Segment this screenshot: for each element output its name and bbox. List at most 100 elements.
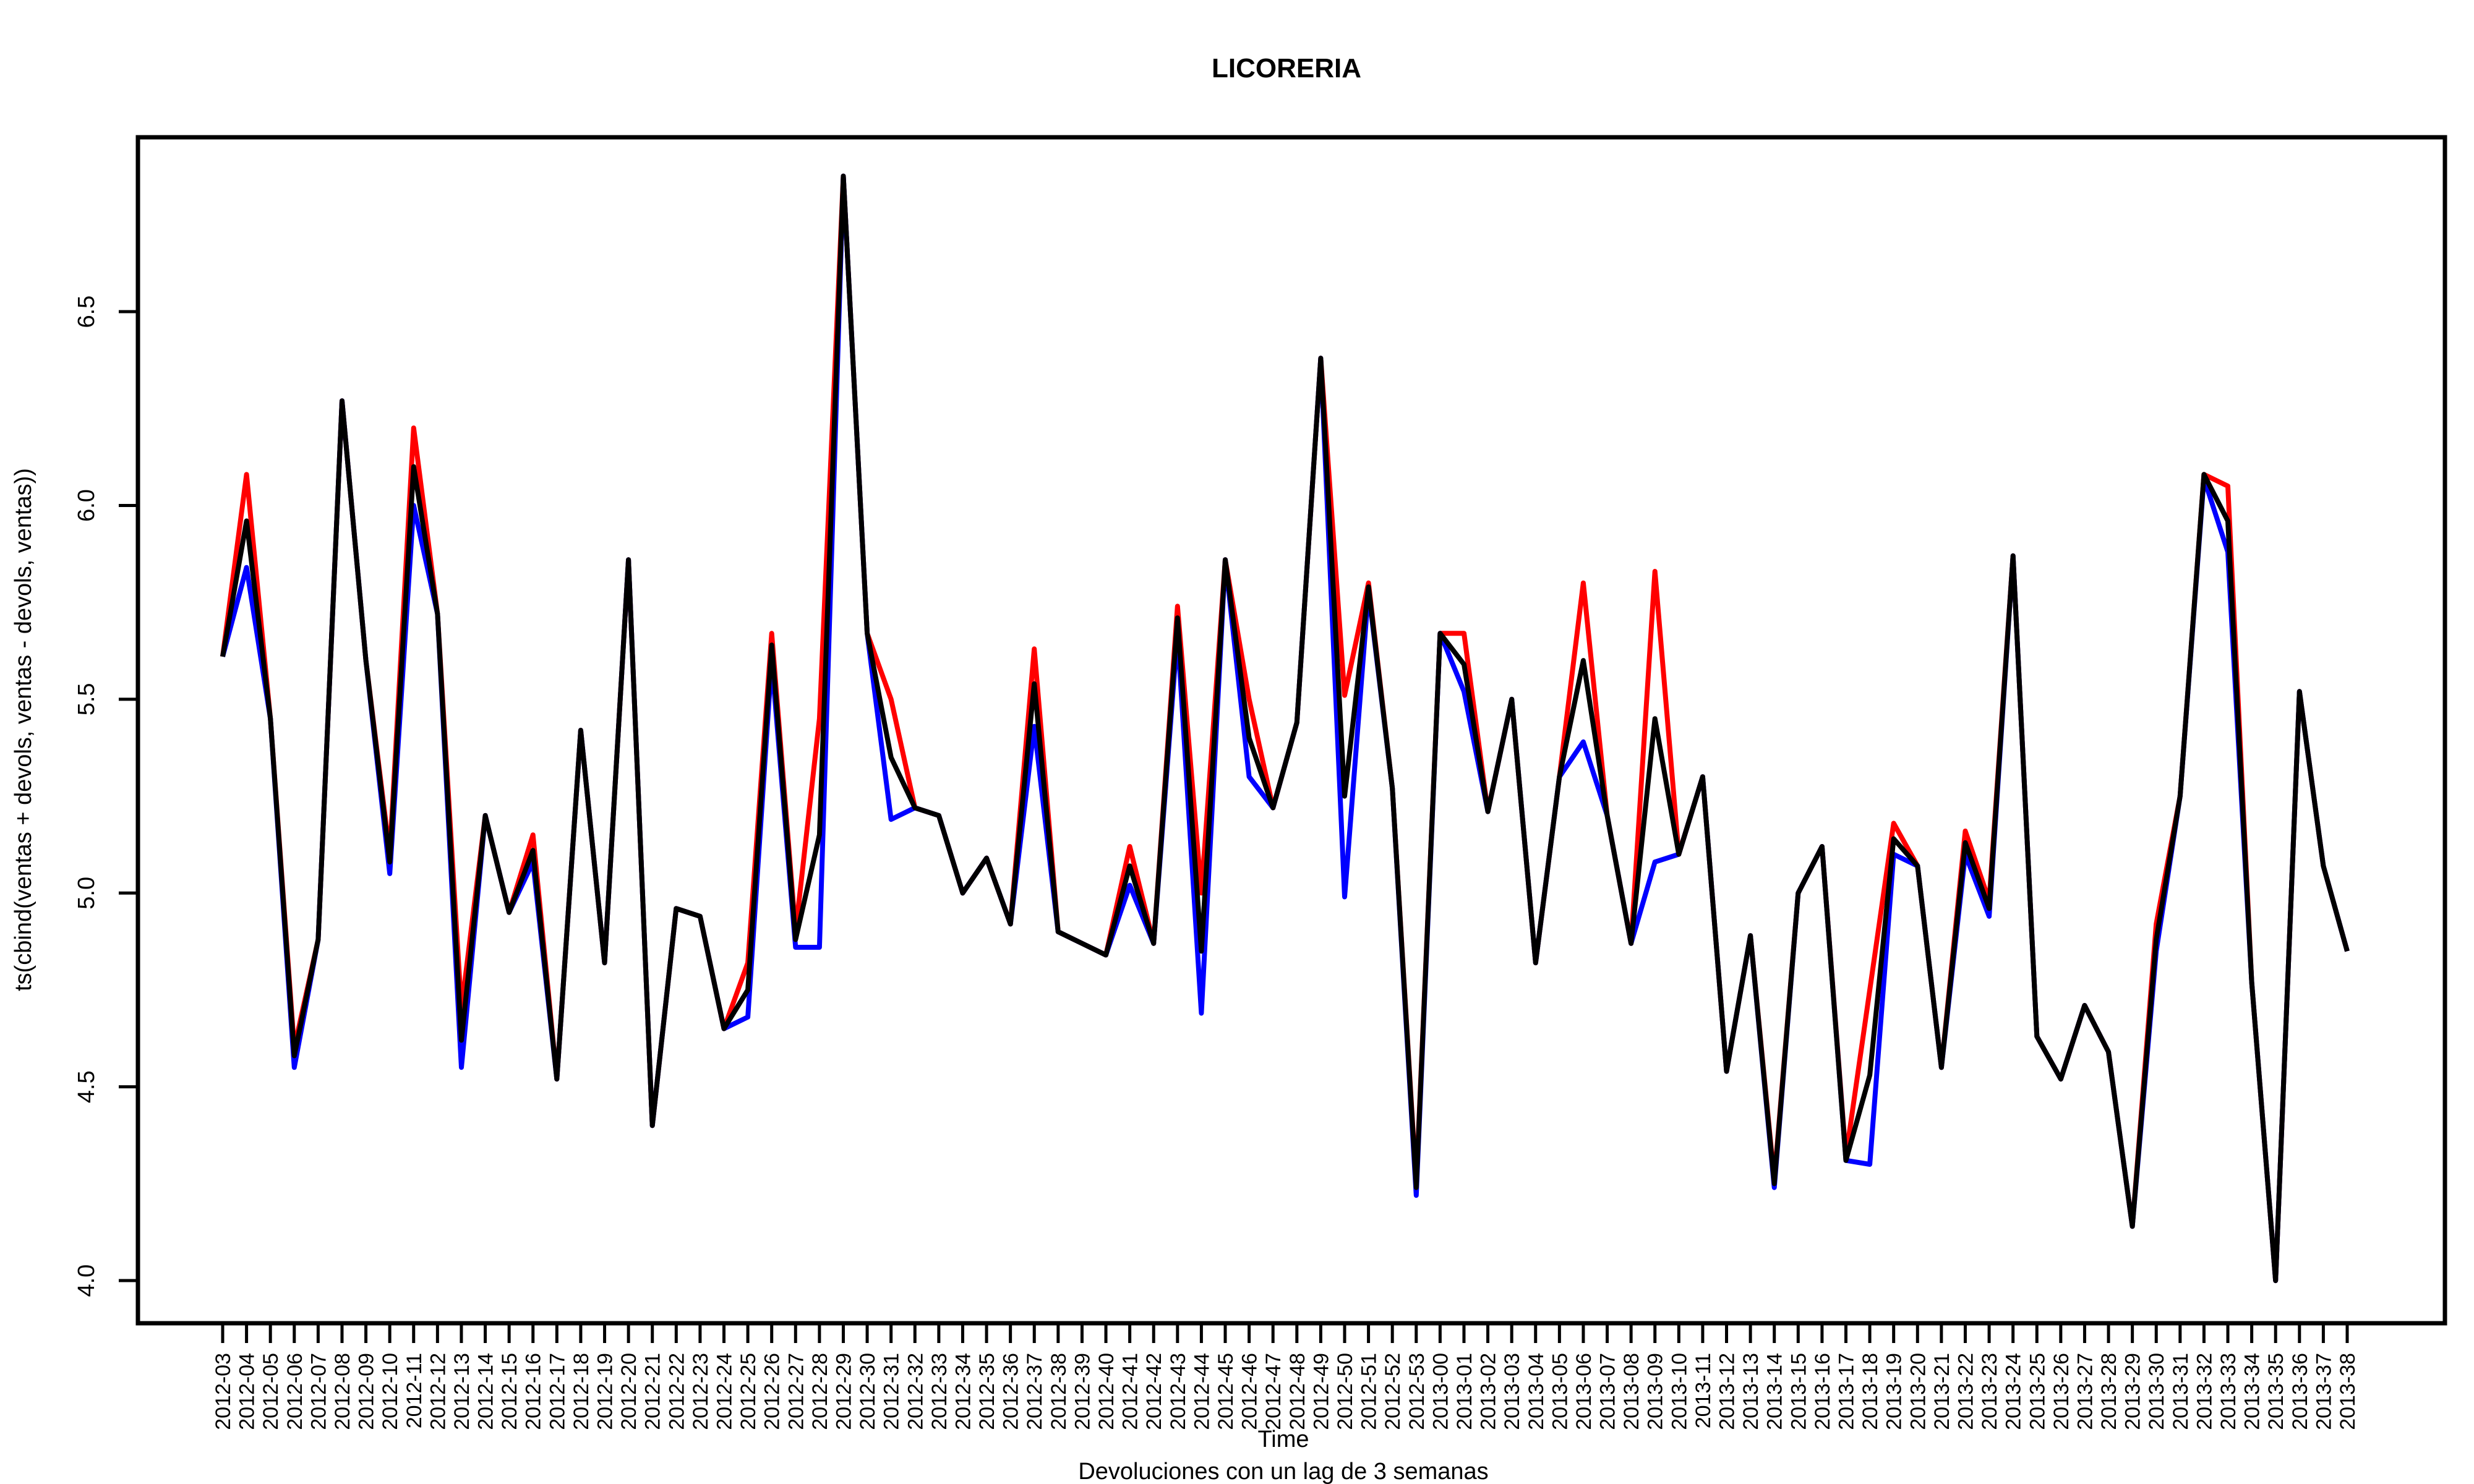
chart-subtitle: Devoluciones con un lag de 3 semanas (1078, 1459, 1488, 1484)
data-point (1821, 846, 1822, 847)
data-point (2347, 951, 2348, 952)
x-tick-label: 2013-37 (2312, 1353, 2335, 1430)
x-tick-label: 2013-34 (2241, 1353, 2264, 1430)
x-tick-label: 2013-28 (2097, 1353, 2121, 1430)
x-tick-label: 2013-16 (1811, 1353, 1834, 1430)
x-tick-label: 2013-15 (1787, 1353, 1810, 1430)
x-tick-label: 2012-11 (403, 1353, 426, 1428)
series-2 (220, 173, 2350, 1284)
data-point (580, 730, 581, 731)
data-point (867, 633, 868, 634)
data-point (509, 912, 510, 913)
data-point (1034, 726, 1035, 727)
data-point (1392, 788, 1393, 789)
x-tick-label: 2013-05 (1548, 1353, 1572, 1430)
x-tick-label: 2012-10 (379, 1353, 402, 1430)
x-tick-label: 2012-03 (212, 1353, 235, 1430)
x-tick-label: 2012-26 (761, 1353, 784, 1430)
x-tick-label: 2012-47 (1262, 1353, 1285, 1430)
x-tick-label: 2013-14 (1763, 1353, 1787, 1430)
x-tick-label: 2012-19 (594, 1353, 617, 1430)
x-tick-label: 2012-23 (689, 1353, 713, 1430)
x-tick-label: 2013-35 (2264, 1353, 2288, 1430)
x-tick-label: 2013-21 (1930, 1353, 1954, 1430)
x-tick-label: 2012-33 (928, 1353, 951, 1430)
x-tick-label: 2012-06 (283, 1353, 307, 1430)
x-tick-label: 2012-52 (1381, 1353, 1405, 1430)
x-tick-label: 2013-02 (1477, 1353, 1500, 1430)
x-tick-label: 2013-31 (2169, 1353, 2193, 1430)
data-point (1487, 811, 1488, 812)
x-tick-label: 2013-17 (1835, 1353, 1859, 1430)
x-axis-label: Time (1257, 1426, 1309, 1452)
data-point (1296, 722, 1297, 723)
data-point (771, 633, 772, 634)
data-point (771, 645, 772, 646)
data-point (1965, 842, 1966, 843)
x-tick-label: 2013-26 (2050, 1353, 2073, 1430)
chart-title: LICORERIA (1212, 53, 1361, 83)
data-point (246, 474, 247, 475)
data-point (676, 908, 677, 909)
x-tick-label: 2012-41 (1119, 1353, 1142, 1430)
x-tick-label: 2012-51 (1358, 1353, 1381, 1430)
data-point (795, 947, 796, 948)
x-tick-label: 2012-07 (307, 1353, 330, 1430)
plot-frame (135, 135, 2447, 1326)
x-tick-label: 2012-14 (474, 1353, 498, 1430)
x-tick-label: 2012-04 (236, 1353, 259, 1430)
y-tick-label: 5.0 (74, 877, 100, 910)
y-tick-label: 4.0 (74, 1264, 100, 1297)
data-point (461, 1040, 462, 1041)
data-point (1654, 862, 1655, 863)
x-tick-label: 2013-10 (1667, 1353, 1691, 1430)
data-point (413, 466, 414, 467)
x-tick-label: 2012-17 (546, 1353, 569, 1430)
x-tick-label: 2013-09 (1644, 1353, 1667, 1430)
x-tick-label: 2013-20 (1906, 1353, 1930, 1430)
data-point (1464, 664, 1465, 665)
data-point (2251, 982, 2252, 983)
x-tick-label: 2012-21 (641, 1353, 665, 1430)
x-tick-label: 2013-36 (2288, 1353, 2312, 1430)
series-line-3 (220, 173, 2350, 1284)
x-tick-label: 2013-01 (1453, 1353, 1476, 1430)
y-tick-label: 4.5 (74, 1070, 100, 1103)
x-tick-label: 2013-13 (1739, 1353, 1763, 1430)
data-point (2299, 691, 2300, 692)
x-tick-label: 2012-20 (617, 1353, 641, 1430)
x-tick-label: 2012-27 (784, 1353, 808, 1430)
data-point (1631, 943, 1632, 944)
x-tick-label: 2013-30 (2145, 1353, 2168, 1430)
data-point (485, 815, 486, 816)
x-tick-label: 2013-11 (1692, 1353, 1715, 1428)
x-tick-label: 2013-04 (1525, 1353, 1548, 1430)
x-axis: 2012-03 2012-04 2012-05 2012-06 2012-07 2012-… (212, 1323, 2360, 1430)
data-point (246, 567, 247, 568)
data-point (2060, 1079, 2061, 1080)
data-point (2156, 939, 2157, 940)
x-tick-label: 2013-29 (2121, 1353, 2145, 1430)
x-tick-label: 2012-48 (1286, 1353, 1309, 1430)
data-point (819, 947, 820, 948)
x-tick-label: 2012-25 (737, 1353, 760, 1430)
data-point (1368, 582, 1369, 583)
x-tick-label: 2012-09 (355, 1353, 379, 1430)
data-point (652, 1125, 653, 1126)
x-tick-label: 2012-28 (808, 1353, 832, 1430)
data-point (413, 428, 414, 429)
x-tick-label: 2013-23 (1978, 1353, 2001, 1430)
x-tick-label: 2012-32 (904, 1353, 927, 1430)
x-tick-label: 2012-43 (1166, 1353, 1190, 1430)
x-tick-label: 2012-31 (880, 1353, 904, 1430)
y-axis-label: ts(cbind(ventas + devols, ventas - devol… (11, 468, 36, 991)
x-tick-label: 2013-12 (1716, 1353, 1739, 1430)
x-tick-label: 2013-25 (2026, 1353, 2049, 1430)
x-tick-label: 2013-18 (1859, 1353, 1882, 1430)
x-tick-label: 2013-00 (1429, 1353, 1452, 1430)
x-tick-label: 2012-35 (975, 1353, 999, 1430)
x-tick-label: 2012-18 (570, 1353, 593, 1430)
data-point (1129, 846, 1130, 847)
x-tick-label: 2012-13 (450, 1353, 474, 1430)
